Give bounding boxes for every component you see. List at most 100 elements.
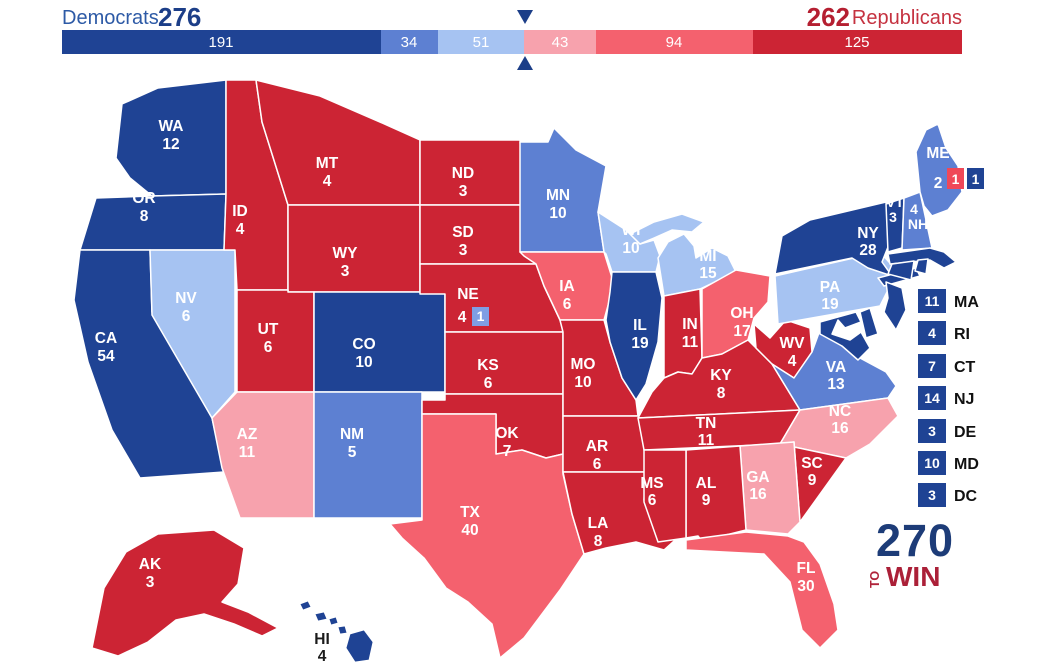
state-al-label: AL bbox=[696, 475, 717, 492]
bar-value-lean-rep: 43 bbox=[552, 34, 569, 51]
small-state-label-ri: RI bbox=[954, 326, 970, 343]
state-nh-label: NH bbox=[908, 216, 928, 232]
ne-district-2-ev: 1 bbox=[477, 308, 485, 324]
state-la-label: LA bbox=[588, 515, 609, 532]
state-oh-label: OH bbox=[730, 305, 753, 322]
state-mo-ev: 10 bbox=[574, 374, 591, 391]
state-hi-big-island[interactable] bbox=[345, 629, 374, 663]
state-il[interactable] bbox=[605, 271, 663, 401]
small-state-ev-ct: 7 bbox=[928, 358, 936, 374]
state-co[interactable] bbox=[313, 291, 446, 393]
small-state-box-ma[interactable] bbox=[918, 289, 946, 313]
state-fl-label: FL bbox=[797, 560, 816, 577]
state-ut[interactable] bbox=[236, 289, 315, 393]
small-state-list: 11 MA 4 RI 7 CT 14 NJ 3 DE 10 MD 3 DC bbox=[918, 289, 979, 507]
small-state-box-de[interactable] bbox=[918, 419, 946, 443]
state-mt-label: MT bbox=[316, 155, 339, 172]
state-or-ev: 8 bbox=[140, 208, 149, 225]
state-ri[interactable] bbox=[914, 258, 929, 275]
state-nj[interactable] bbox=[883, 281, 907, 331]
state-hi-island-2[interactable] bbox=[314, 611, 328, 622]
state-wi-ev: 10 bbox=[622, 240, 639, 257]
state-nd-label: ND bbox=[452, 165, 474, 182]
state-vt-ev: 3 bbox=[889, 209, 897, 225]
state-ny[interactable] bbox=[774, 201, 893, 277]
state-mi-ev: 15 bbox=[699, 265, 717, 282]
state-fl-ev: 30 bbox=[797, 578, 814, 595]
state-me[interactable] bbox=[915, 123, 963, 217]
state-mi-upper-peninsula[interactable] bbox=[629, 213, 705, 245]
state-tx[interactable] bbox=[389, 413, 585, 659]
state-ar-ev: 6 bbox=[593, 456, 602, 473]
state-ca-ev: 54 bbox=[97, 348, 115, 365]
state-sc-ev: 9 bbox=[808, 472, 817, 489]
state-md[interactable] bbox=[819, 311, 871, 361]
bar-value-lean-dem: 51 bbox=[473, 34, 490, 51]
state-ia-ev: 6 bbox=[563, 296, 572, 313]
state-tx-ev: 40 bbox=[461, 522, 478, 539]
state-or-label: OR bbox=[132, 190, 155, 207]
small-state-box-ct[interactable] bbox=[918, 354, 946, 378]
state-ut-label: UT bbox=[258, 321, 279, 338]
small-state-box-dc[interactable] bbox=[918, 483, 946, 507]
state-hi-island-1[interactable] bbox=[299, 600, 312, 611]
state-ms[interactable] bbox=[643, 449, 687, 543]
state-ny-label: NY bbox=[857, 225, 879, 242]
state-nc-label: NC bbox=[829, 403, 851, 420]
state-ak-label: AK bbox=[139, 556, 162, 573]
state-hi-island-4[interactable] bbox=[337, 625, 348, 635]
state-va-label: VA bbox=[826, 359, 846, 376]
small-state-label-de: DE bbox=[954, 424, 977, 441]
state-al[interactable] bbox=[685, 445, 747, 547]
state-pa-ev: 19 bbox=[821, 296, 839, 313]
site-logo[interactable]: 270 TO WIN bbox=[868, 515, 954, 592]
small-state-ev-dc: 3 bbox=[928, 487, 936, 503]
state-wv-label: WV bbox=[780, 335, 806, 352]
bar-segment-lean-dem bbox=[438, 30, 524, 54]
state-hi-island-3[interactable] bbox=[328, 616, 339, 626]
logo-to-text[interactable]: TO bbox=[868, 571, 882, 588]
threshold-marker-up-icon bbox=[517, 56, 533, 70]
state-il-label: IL bbox=[633, 317, 647, 334]
state-de[interactable] bbox=[859, 307, 879, 339]
state-oh-ev: 17 bbox=[733, 323, 750, 340]
state-hi-label: HI bbox=[314, 631, 330, 648]
state-wy-ev: 3 bbox=[341, 263, 350, 280]
me-district-1-ev: 1 bbox=[952, 171, 960, 187]
state-nm[interactable] bbox=[313, 391, 423, 519]
state-nc-ev: 16 bbox=[831, 420, 849, 437]
bar-value-safe-dem: 191 bbox=[208, 34, 233, 51]
me-district-2-box[interactable] bbox=[967, 168, 984, 189]
state-fl[interactable] bbox=[685, 531, 839, 649]
bar-value-safe-rep: 125 bbox=[844, 34, 869, 51]
state-ne-ev: 4 bbox=[458, 309, 467, 326]
ne-district-2-box[interactable] bbox=[472, 307, 489, 326]
logo-270-text[interactable]: 270 bbox=[876, 515, 954, 566]
state-mt-ev: 4 bbox=[323, 173, 332, 190]
state-az-label: AZ bbox=[237, 426, 258, 443]
logo-win-text[interactable]: WIN bbox=[886, 561, 940, 592]
state-nm-label: NM bbox=[340, 426, 364, 443]
bar-segment-safe-rep bbox=[753, 30, 962, 54]
state-ms-ev: 6 bbox=[648, 492, 657, 509]
bar-segment-likely-rep bbox=[596, 30, 753, 54]
small-state-box-md[interactable] bbox=[918, 451, 946, 475]
state-az[interactable] bbox=[211, 391, 315, 519]
state-ks[interactable] bbox=[444, 331, 564, 395]
me-district-1-box[interactable] bbox=[947, 168, 964, 189]
small-state-box-nj[interactable] bbox=[918, 386, 946, 410]
us-map bbox=[73, 79, 963, 663]
state-me-ev: 2 bbox=[934, 175, 943, 192]
state-in-label: IN bbox=[682, 316, 698, 333]
state-tn-label: TN bbox=[696, 415, 717, 432]
state-ct[interactable] bbox=[887, 260, 915, 281]
state-ak[interactable] bbox=[91, 529, 279, 657]
state-ky-ev: 8 bbox=[717, 385, 726, 402]
state-hi-ev: 4 bbox=[318, 648, 327, 665]
state-tx-label: TX bbox=[460, 504, 480, 521]
state-id-ev: 4 bbox=[236, 221, 245, 238]
state-ky-label: KY bbox=[710, 367, 732, 384]
small-state-box-ri[interactable] bbox=[918, 321, 946, 345]
state-co-ev: 10 bbox=[355, 354, 372, 371]
